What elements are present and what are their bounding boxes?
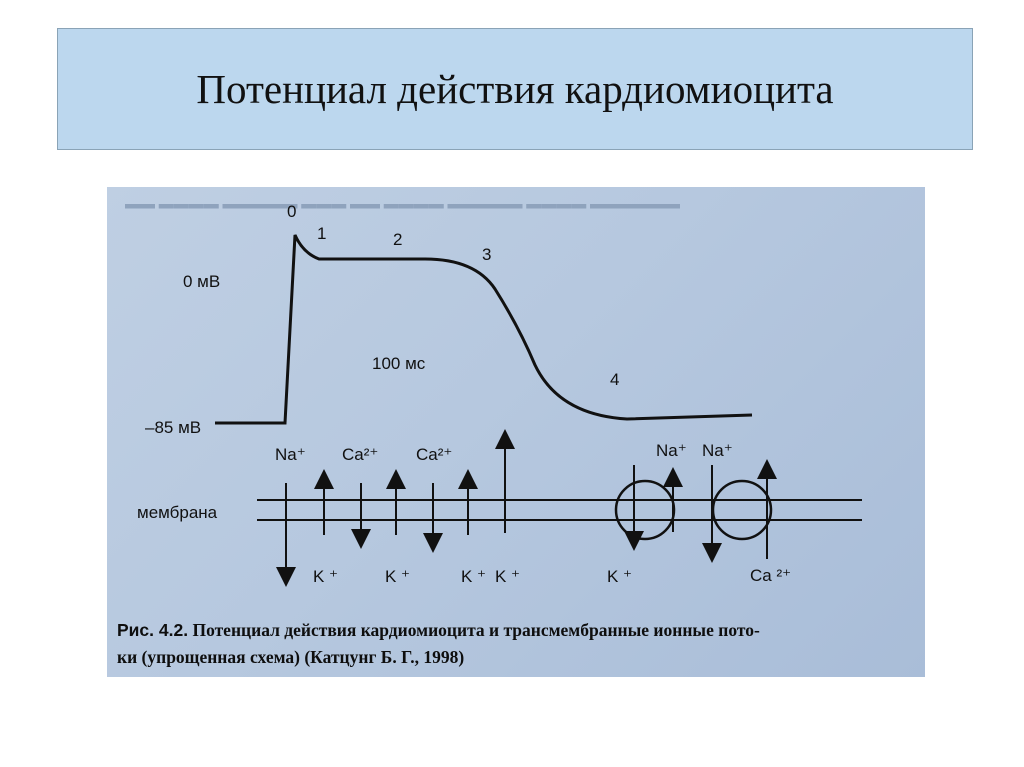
caption-line-1: Потенциал действия кардиомиоцита и транс… bbox=[188, 620, 760, 640]
ion-label-ca: Ca²⁺ bbox=[416, 445, 452, 464]
na-ca-exchanger bbox=[711, 479, 773, 541]
ion-label-ca: Ca ²⁺ bbox=[750, 566, 791, 585]
phase-label-1: 1 bbox=[317, 224, 326, 243]
caption-line-2: ки (упрощенная схема) (Катцунг Б. Г., 19… bbox=[117, 647, 465, 667]
time-scale-label: 100 мс bbox=[372, 354, 426, 373]
ion-label-k: K ⁺ bbox=[495, 567, 520, 586]
na-k-pump bbox=[614, 479, 676, 541]
slide-title-box: Потенциал действия кардиомиоцита bbox=[57, 28, 973, 150]
phase-label-4: 4 bbox=[610, 370, 619, 389]
ion-label-na: Na⁺ bbox=[656, 441, 687, 460]
ion-label-ca: Ca²⁺ bbox=[342, 445, 378, 464]
phase-label-0: 0 bbox=[287, 202, 296, 221]
ion-label-na: Na⁺ bbox=[702, 441, 733, 460]
figure-image: ▬▬ ▬▬▬▬ ▬▬▬▬▬ ▬▬▬ ▬▬ ▬▬▬▬ ▬▬▬▬▬ ▬▬▬▬ ▬▬▬… bbox=[107, 187, 925, 677]
ion-label-k: K ⁺ bbox=[461, 567, 486, 586]
caption-figure-number: Рис. 4.2. bbox=[117, 620, 189, 640]
ion-label-k: K ⁺ bbox=[385, 567, 410, 586]
ion-label-k: K ⁺ bbox=[607, 567, 632, 586]
slide-title: Потенциал действия кардиомиоцита bbox=[196, 66, 834, 112]
ion-label-na: Na⁺ bbox=[275, 445, 306, 464]
voltage-label-85mv: –85 мВ bbox=[145, 418, 201, 437]
action-potential-diagram: 0 1 2 3 4 0 мВ –85 мВ 100 мс мембрана bbox=[137, 202, 862, 587]
membrane-label: мембрана bbox=[137, 503, 218, 522]
phase-label-2: 2 bbox=[393, 230, 402, 249]
phase-label-3: 3 bbox=[482, 245, 491, 264]
ion-label-k: K ⁺ bbox=[313, 567, 338, 586]
voltage-label-0mv: 0 мВ bbox=[183, 272, 220, 291]
action-potential-curve bbox=[215, 234, 753, 425]
figure-caption: Рис. 4.2. Потенциал действия кардиомиоци… bbox=[117, 617, 917, 671]
